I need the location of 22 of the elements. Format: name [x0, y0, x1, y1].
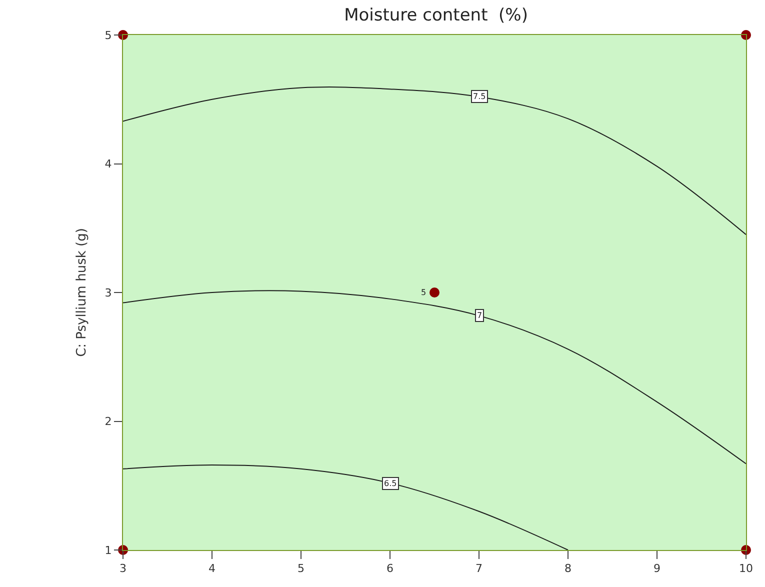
- x-tick-label: 3: [120, 562, 126, 576]
- line-series: [123, 290, 746, 464]
- annotation: 5: [421, 288, 426, 297]
- x-tick-label: 4: [208, 562, 216, 576]
- line-series: [123, 464, 568, 550]
- x-tick-label: 10: [739, 562, 753, 576]
- y-axis-title: C: Psyllium husk (g): [74, 228, 90, 357]
- x-tick-label: 7: [476, 562, 482, 576]
- y-tick-label: 1: [104, 544, 112, 557]
- point: [430, 288, 440, 298]
- y-tick-label: 5: [104, 28, 112, 42]
- x-tick-label: 6: [386, 562, 394, 576]
- y-tick-label: 2: [104, 415, 112, 428]
- x-tick-label: 8: [564, 562, 572, 576]
- line-series: [123, 86, 746, 236]
- y-tick-label: 3: [104, 286, 112, 300]
- chart-title: Moisture content (%): [344, 6, 528, 26]
- y-tick-label: 4: [104, 158, 112, 171]
- series-label: 7.5: [473, 92, 486, 101]
- x-tick-label: 5: [298, 562, 304, 576]
- x-tick-label: 9: [654, 562, 660, 576]
- series-label: 6.5: [384, 479, 397, 488]
